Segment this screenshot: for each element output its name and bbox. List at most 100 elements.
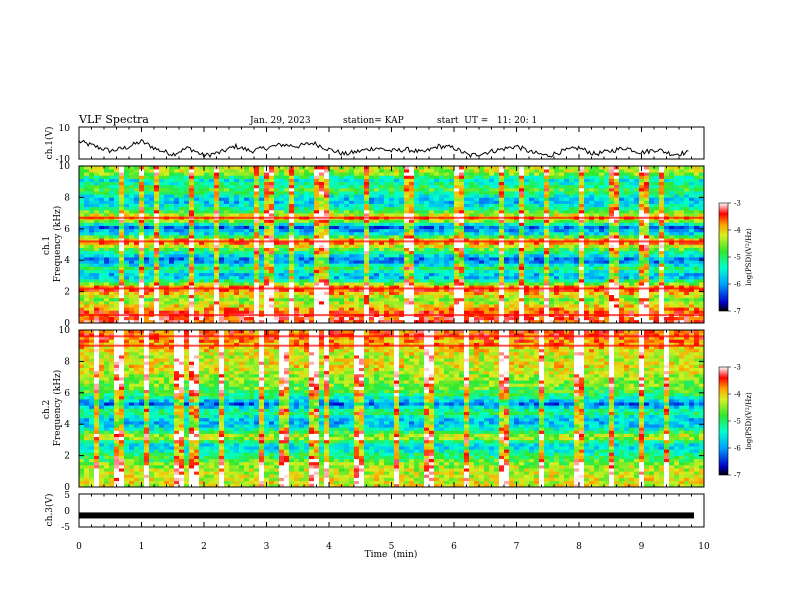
spectrogram-cell	[159, 263, 165, 267]
spectrogram-cell	[399, 260, 405, 264]
spectrogram-cell	[134, 178, 140, 182]
spectrogram-cell	[129, 244, 135, 248]
spectrogram-cell	[294, 250, 300, 255]
spectrogram-cell	[554, 244, 560, 248]
spectrogram-cell	[454, 288, 460, 292]
spectrogram-cell	[404, 241, 410, 245]
spectrogram-cell	[204, 275, 210, 280]
spectrogram-cell	[374, 222, 380, 226]
spectrogram-cell	[334, 238, 340, 242]
spectrogram-cell	[339, 272, 345, 277]
spectrogram-cell	[389, 225, 395, 230]
spectrogram-cell	[359, 194, 365, 198]
spectrogram-cell	[494, 304, 500, 308]
spectrogram-cell	[454, 291, 460, 296]
spectrogram-cell	[274, 225, 280, 230]
spectrogram-cell	[79, 316, 85, 321]
spectrogram-cell	[314, 272, 320, 277]
spectrogram-cell	[514, 203, 520, 208]
spectrogram-cell	[444, 191, 450, 195]
spectrogram-cell	[494, 184, 500, 189]
spectrogram-cell	[424, 316, 430, 321]
spectrogram-cell	[179, 244, 185, 248]
spectrogram-cell	[559, 253, 565, 258]
spectrogram-cell	[189, 235, 195, 239]
spectrogram-cell	[469, 310, 475, 314]
spectrogram-cell	[534, 301, 540, 305]
spectrogram-cell	[79, 247, 85, 252]
spectrogram-cell	[364, 235, 370, 239]
spectrogram-cell	[534, 228, 540, 233]
spectrogram-cell	[169, 197, 175, 201]
spectrogram-cell	[369, 310, 375, 314]
spectrogram-cell	[504, 282, 510, 286]
spectrogram-cell	[314, 231, 320, 236]
spectrogram-cell	[364, 263, 370, 267]
spectrogram-cell	[284, 203, 290, 208]
spectrogram-cell	[364, 304, 370, 308]
spectrogram-cell	[104, 172, 110, 176]
spectrogram-cell	[214, 231, 220, 236]
spectrogram-cell	[444, 275, 450, 280]
spectrogram-cell	[279, 319, 285, 324]
spectrogram-cell	[239, 272, 245, 277]
spectrogram-cell	[464, 244, 470, 248]
spectrogram-cell	[114, 235, 120, 239]
spectrogram-cell	[239, 275, 245, 280]
spectrogram-cell	[449, 241, 455, 245]
spectrogram-cell	[539, 169, 545, 173]
spectrogram-cell	[414, 206, 420, 211]
spectrogram-cell	[569, 213, 575, 217]
spectrogram-cell	[419, 279, 425, 283]
spectrogram-cell	[344, 244, 350, 248]
spectrogram-cell	[129, 247, 135, 252]
spectrogram-cell	[194, 191, 200, 195]
spectrogram-cell	[484, 247, 490, 252]
spectrogram-cell	[329, 172, 335, 176]
spectrogram-cell	[114, 169, 120, 173]
spectrogram-cell	[474, 209, 480, 214]
spectrogram-cell	[349, 194, 355, 198]
spectrogram-cell	[79, 194, 85, 198]
spectrogram-cell	[464, 222, 470, 226]
spectrogram-cell	[99, 228, 105, 233]
spectrogram-cell	[494, 200, 500, 204]
spectrogram-cell	[484, 213, 490, 217]
spectrogram-cell	[444, 250, 450, 255]
spectrogram-cell	[164, 285, 170, 289]
spectrogram-cell	[284, 228, 290, 233]
spectrogram-cell	[79, 172, 85, 176]
spectrogram-cell	[364, 238, 370, 242]
spectrogram-cell	[194, 187, 200, 192]
spectrogram-cell	[164, 175, 170, 179]
spectrogram-cell	[99, 191, 105, 195]
spectrogram-cell	[214, 257, 220, 261]
spectrogram-cell	[339, 257, 345, 261]
spectrogram-cell	[234, 250, 240, 255]
spectrogram-cell	[154, 235, 160, 239]
spectrogram-cell	[549, 209, 555, 214]
spectrogram-cell	[114, 285, 120, 289]
spectrogram-cell	[259, 310, 265, 314]
spectrogram-cell	[574, 244, 580, 248]
spectrogram-cell	[214, 307, 220, 311]
spectrogram-cell	[94, 257, 100, 261]
spectrogram-cell	[269, 244, 275, 248]
spectrogram-cell	[509, 209, 515, 214]
spectrogram-cell	[404, 250, 410, 255]
spectrogram-cell	[169, 319, 175, 324]
spectrogram-cell	[189, 200, 195, 204]
spectrogram-cell	[519, 231, 525, 236]
spectrogram-cell	[349, 294, 355, 299]
spectrogram-cell	[164, 316, 170, 321]
spectrogram-cell	[444, 263, 450, 267]
spectrogram-cell	[184, 169, 190, 173]
spectrogram-cell	[109, 260, 115, 264]
spectrogram-cell	[469, 187, 475, 192]
spectrogram-cell	[449, 304, 455, 308]
spectrogram-cell	[394, 241, 400, 245]
spectrogram-cell	[384, 181, 390, 186]
spectrogram-cell	[474, 169, 480, 173]
spectrogram-cell	[454, 209, 460, 214]
spectrogram-cell	[109, 231, 115, 236]
